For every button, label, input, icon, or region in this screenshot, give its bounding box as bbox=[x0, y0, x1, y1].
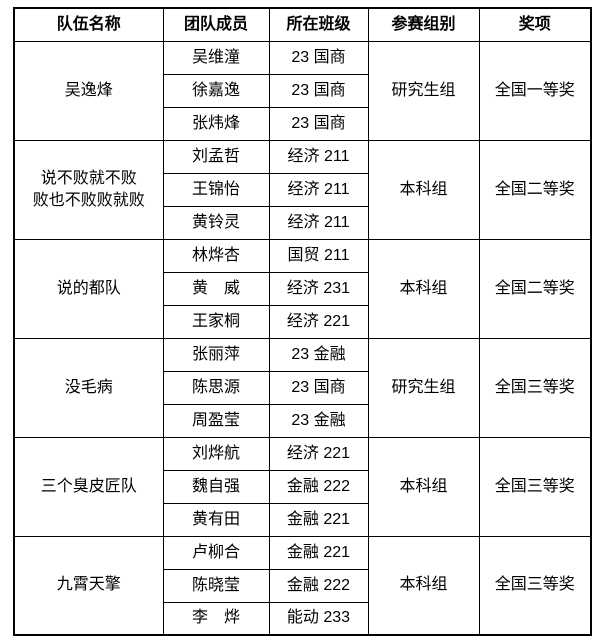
table-row: 陈晓莹 金融 222 bbox=[14, 568, 591, 603]
table-row: 黄铃灵 经济 211 bbox=[14, 205, 591, 240]
table-row: 周盈莹 23 金融 bbox=[14, 403, 591, 438]
header-cell-members: 团队成员 bbox=[162, 7, 270, 42]
class-cell: 23 金融 bbox=[268, 337, 369, 372]
header-cell-award: 奖项 bbox=[478, 7, 592, 42]
member-name-cell: 刘烨航 bbox=[162, 436, 270, 471]
group-cell: 研究生组 bbox=[367, 337, 480, 438]
table-row: 张炜烽 23 国商 bbox=[14, 106, 591, 141]
header-cell-class: 所在班级 bbox=[268, 7, 369, 42]
class-cell: 能动 233 bbox=[268, 601, 369, 636]
table-row: 陈思源 23 国商 bbox=[14, 370, 591, 405]
member-name-cell: 王锦怡 bbox=[162, 172, 270, 207]
award-cell: 全国二等奖 bbox=[478, 238, 592, 339]
class-cell: 经济 231 bbox=[268, 271, 369, 306]
member-name-cell: 陈晓莹 bbox=[162, 568, 270, 603]
table-row: 黄 威 经济 231 bbox=[14, 271, 591, 306]
class-cell: 经济 221 bbox=[268, 304, 369, 339]
member-name-cell: 李 烨 bbox=[162, 601, 270, 636]
team-name-cell: 三个臭皮匠队 bbox=[13, 436, 164, 537]
group-cell: 研究生组 bbox=[367, 40, 480, 141]
class-cell: 金融 222 bbox=[268, 568, 369, 603]
table-row: 没毛病 张丽萍 23 金融 研究生组 全国三等奖 bbox=[13, 337, 592, 438]
team-name-cell: 九霄天擎 bbox=[13, 535, 164, 636]
table-row: 魏自强 金融 222 bbox=[14, 469, 591, 504]
member-name-cell: 陈思源 bbox=[162, 370, 270, 405]
class-cell: 经济 211 bbox=[268, 139, 369, 174]
class-cell: 23 国商 bbox=[268, 40, 369, 75]
award-cell: 全国一等奖 bbox=[478, 40, 592, 141]
award-cell: 全国二等奖 bbox=[478, 139, 592, 240]
table-row: 李 烨 能动 233 bbox=[14, 601, 591, 636]
class-cell: 23 国商 bbox=[268, 370, 369, 405]
table-row: 说的都队 林烨杏 国贸 211 本科组 全国二等奖 bbox=[13, 238, 592, 339]
group-cell: 本科组 bbox=[367, 436, 480, 537]
group-cell: 本科组 bbox=[367, 238, 480, 339]
member-name-cell: 吴维潼 bbox=[162, 40, 270, 75]
class-cell: 金融 221 bbox=[268, 502, 369, 537]
class-cell: 23 国商 bbox=[268, 73, 369, 108]
class-cell: 23 金融 bbox=[268, 403, 369, 438]
class-cell: 经济 221 bbox=[268, 436, 369, 471]
award-cell: 全国三等奖 bbox=[478, 535, 592, 636]
class-cell: 金融 221 bbox=[268, 535, 369, 570]
results-table: 队伍名称 团队成员 所在班级 参赛组别 奖项 吴逸烽 吴维潼 23 国商 研究生… bbox=[13, 7, 592, 636]
award-cell: 全国三等奖 bbox=[478, 337, 592, 438]
member-name-cell: 王家桐 bbox=[162, 304, 270, 339]
award-cell: 全国三等奖 bbox=[478, 436, 592, 537]
table-row: 三个臭皮匠队 刘烨航 经济 221 本科组 全国三等奖 bbox=[13, 436, 592, 537]
member-name-cell: 卢柳合 bbox=[162, 535, 270, 570]
team-name-cell: 说的都队 bbox=[13, 238, 164, 339]
table-row: 吴逸烽 吴维潼 23 国商 研究生组 全国一等奖 bbox=[13, 40, 592, 141]
class-cell: 23 国商 bbox=[268, 106, 369, 141]
member-name-cell: 黄铃灵 bbox=[162, 205, 270, 240]
member-name-cell: 魏自强 bbox=[162, 469, 270, 504]
member-name-cell: 张丽萍 bbox=[162, 337, 270, 372]
class-cell: 国贸 211 bbox=[268, 238, 369, 273]
member-name-cell: 林烨杏 bbox=[162, 238, 270, 273]
group-cell: 本科组 bbox=[367, 139, 480, 240]
table-row: 黄有田 金融 221 bbox=[14, 502, 591, 537]
team-name-cell: 没毛病 bbox=[13, 337, 164, 438]
header-row: 队伍名称 团队成员 所在班级 参赛组别 奖项 bbox=[13, 7, 592, 42]
member-name-cell: 周盈莹 bbox=[162, 403, 270, 438]
class-cell: 经济 211 bbox=[268, 205, 369, 240]
member-name-cell: 黄有田 bbox=[162, 502, 270, 537]
header-cell-team-name: 队伍名称 bbox=[13, 7, 164, 42]
member-name-cell: 刘孟哲 bbox=[162, 139, 270, 174]
class-cell: 经济 211 bbox=[268, 172, 369, 207]
class-cell: 金融 222 bbox=[268, 469, 369, 504]
table-row: 王家桐 经济 221 bbox=[14, 304, 591, 339]
team-name-cell: 说不败就不败 败也不败败就败 bbox=[13, 139, 164, 240]
table-row: 九霄天擎 卢柳合 金融 221 本科组 全国三等奖 bbox=[13, 535, 592, 636]
table-row: 说不败就不败 败也不败败就败 刘孟哲 经济 211 本科组 全国二等奖 bbox=[13, 139, 592, 240]
member-name-cell: 张炜烽 bbox=[162, 106, 270, 141]
table-row: 王锦怡 经济 211 bbox=[14, 172, 591, 207]
group-cell: 本科组 bbox=[367, 535, 480, 636]
table-row: 徐嘉逸 23 国商 bbox=[14, 73, 591, 108]
member-name-cell: 黄 威 bbox=[162, 271, 270, 306]
team-name-cell: 吴逸烽 bbox=[13, 40, 164, 141]
header-cell-group: 参赛组别 bbox=[367, 7, 480, 42]
member-name-cell: 徐嘉逸 bbox=[162, 73, 270, 108]
